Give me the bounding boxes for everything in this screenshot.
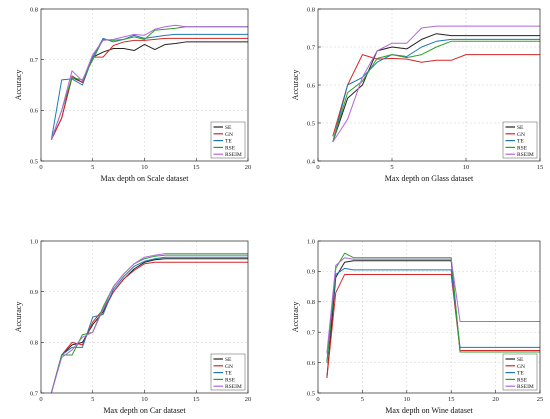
- y-tick-label: 0.8: [307, 299, 315, 306]
- series-line-rseim: [50, 253, 248, 394]
- x-tick-label: 15: [537, 164, 544, 171]
- series-line-rse: [326, 252, 540, 363]
- x-tick-label: 15: [193, 396, 200, 403]
- y-tick-label: 0.8: [30, 340, 38, 347]
- legend-label-gn: GN: [225, 132, 233, 138]
- series-line-te: [326, 267, 540, 363]
- legend-label-rse: RSE: [225, 377, 236, 383]
- y-tick-label: 0.8: [307, 6, 315, 13]
- legend-label-te: TE: [517, 371, 524, 377]
- x-tick-label: 0: [39, 164, 42, 171]
- legend-label-gn: GN: [517, 364, 525, 370]
- legend-label-te: TE: [225, 139, 232, 145]
- legend-label-se: SE: [225, 357, 232, 363]
- x-tick-label: 5: [91, 396, 94, 403]
- x-tick-label: 5: [390, 164, 393, 171]
- y-axis-title: Accuracy: [14, 70, 23, 101]
- y-tick-label: 0.9: [307, 269, 315, 276]
- x-tick-label: 0: [316, 164, 319, 171]
- chart-panel-3: 0 5 10 15 20 0.7 0.8 0.9 1.0 Max depth on Car dat…: [14, 238, 251, 415]
- legend-label-gn: GN: [517, 132, 525, 138]
- series-line-rseim: [326, 257, 540, 354]
- legend-label-rseim: RSEIM: [517, 152, 534, 158]
- x-tick-label: 20: [245, 396, 252, 403]
- series-line-rse: [332, 40, 540, 143]
- legend-label-rseim: RSEIM: [517, 384, 534, 390]
- x-tick-label: 0: [316, 396, 319, 403]
- x-tick-label: 15: [193, 164, 200, 171]
- y-tick-label: 0.6: [307, 82, 316, 89]
- y-axis-title: Accuracy: [14, 302, 23, 333]
- legend-label-rse: RSE: [517, 377, 528, 383]
- x-axis-title: Max depth on Wine dataset: [385, 406, 473, 415]
- y-tick-label: 0.5: [307, 120, 315, 127]
- y-axis-title: Accuracy: [291, 302, 300, 333]
- y-tick-label: 0.9: [30, 289, 38, 296]
- y-tick-label: 0.7: [307, 330, 316, 337]
- x-tick-label: 20: [245, 164, 252, 171]
- legend-label-te: TE: [517, 139, 524, 145]
- x-tick-label: 20: [492, 396, 499, 403]
- y-tick-label: 0.7: [30, 390, 39, 397]
- x-tick-label: 5: [361, 396, 364, 403]
- y-tick-label: 0.7: [307, 44, 316, 51]
- series-line-rseim: [332, 25, 540, 143]
- legend-label-rseim: RSEIM: [225, 152, 242, 158]
- legend-label-se: SE: [517, 125, 524, 131]
- x-tick-label: 10: [141, 164, 148, 171]
- x-tick-label: 10: [404, 396, 411, 403]
- series-line-rse: [50, 254, 248, 394]
- plot-frame: [317, 240, 541, 394]
- x-tick-label: 25: [537, 396, 544, 403]
- x-tick-label: 5: [91, 164, 94, 171]
- chart-panel-2: 0 5 10 15 0.4 0.5 0.6 0.7 0.8 Max depth on Glass …: [291, 6, 543, 183]
- y-tick-label: 0.6: [30, 108, 39, 115]
- series-line-te: [50, 33, 248, 140]
- y-tick-label: 0.8: [30, 6, 38, 13]
- legend-label-rseim: RSEIM: [225, 384, 242, 390]
- y-tick-label: 0.6: [307, 360, 316, 367]
- y-tick-label: 0.5: [30, 158, 38, 165]
- series-line-gn: [50, 37, 248, 140]
- x-tick-label: 10: [141, 396, 148, 403]
- series-line-te: [332, 38, 540, 143]
- y-tick-label: 1.0: [307, 238, 315, 245]
- x-axis-title: Max depth on Glass dataset: [385, 174, 474, 183]
- y-tick-label: 0.7: [30, 57, 39, 64]
- y-tick-label: 0.4: [307, 158, 316, 165]
- y-tick-label: 1.0: [30, 238, 38, 245]
- chart-panel-4: 0 5 10 15 20 25 0.5 0.6 0.7 0.8 0.9 1.0 Max depth on…: [291, 238, 543, 415]
- legend-box: [210, 121, 246, 159]
- chart-panel-1: 0 5 10 15 20 0.5 0.6 0.7 0.8 Max depth on Scale d…: [14, 6, 251, 183]
- legend-label-se: SE: [517, 357, 524, 363]
- legend-label-rse: RSE: [517, 145, 528, 151]
- legend-label-gn: GN: [225, 364, 233, 370]
- series-line-gn: [332, 54, 540, 137]
- legend-label-rse: RSE: [225, 145, 236, 151]
- series-line-te: [50, 256, 248, 394]
- x-tick-label: 0: [39, 396, 42, 403]
- legend-label-te: TE: [225, 371, 232, 377]
- x-tick-label: 15: [448, 396, 455, 403]
- series-line-se: [50, 258, 248, 394]
- legend-label-se: SE: [225, 125, 232, 131]
- x-axis-title: Max depth on Car dataset: [103, 406, 186, 415]
- series-line-rseim: [50, 24, 248, 140]
- x-axis-title: Max depth on Scale dataset: [101, 174, 190, 183]
- y-axis-title: Accuracy: [291, 70, 300, 101]
- y-tick-label: 0.5: [307, 390, 315, 397]
- x-tick-label: 10: [463, 164, 470, 171]
